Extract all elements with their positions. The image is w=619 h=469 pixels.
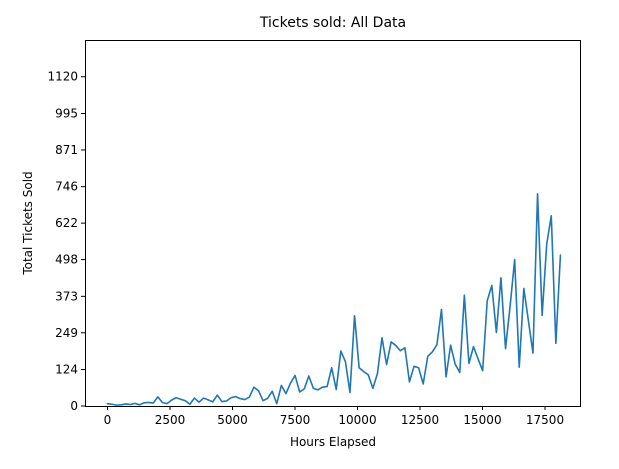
x-tick-label: 2500 [155, 413, 186, 427]
y-tick-label: 995 [55, 106, 78, 120]
x-tick-label: 7500 [280, 413, 311, 427]
x-tick-label: 17500 [526, 413, 564, 427]
x-tick-label: 15000 [463, 413, 501, 427]
x-axis-ticks: 0 2500 5000 7500 10000 12500 15000 17500 [104, 406, 564, 427]
y-tick-label: 622 [55, 216, 78, 230]
chart-title: Tickets sold: All Data [259, 15, 406, 31]
x-axis-label: Hours Elapsed [290, 435, 376, 449]
y-tick-label: 124 [55, 363, 78, 377]
y-axis-ticks: 0 124 249 373 498 622 746 871 995 1120 [47, 70, 85, 413]
y-tick-label: 373 [55, 289, 78, 303]
x-tick-label: 5000 [217, 413, 248, 427]
y-tick-label: 498 [55, 253, 78, 267]
y-tick-label: 1120 [47, 70, 78, 84]
x-tick-label: 12500 [401, 413, 439, 427]
y-tick-label: 0 [70, 399, 78, 413]
y-tick-label: 871 [55, 143, 78, 157]
plot-area-frame [85, 40, 581, 407]
y-tick-label: 746 [55, 180, 78, 194]
y-tick-label: 249 [55, 326, 78, 340]
x-tick-label: 0 [104, 413, 112, 427]
y-axis-label: Total Tickets Sold [21, 171, 35, 275]
x-tick-label: 10000 [338, 413, 376, 427]
tickets-sold-line [106, 192, 562, 406]
